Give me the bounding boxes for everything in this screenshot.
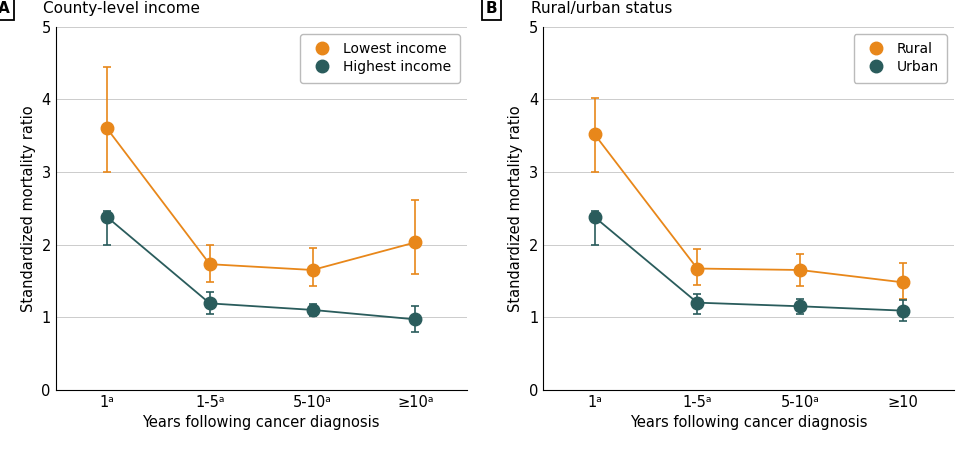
Y-axis label: Standardized mortality ratio: Standardized mortality ratio xyxy=(20,105,36,312)
Legend: Lowest income, Highest income: Lowest income, Highest income xyxy=(300,34,460,83)
Text: Rural/urban status: Rural/urban status xyxy=(530,1,672,16)
Text: A: A xyxy=(0,1,10,16)
Text: B: B xyxy=(486,1,497,16)
Text: County-level income: County-level income xyxy=(43,1,200,16)
Y-axis label: Standardized mortality ratio: Standardized mortality ratio xyxy=(508,105,524,312)
Legend: Rural, Urban: Rural, Urban xyxy=(854,34,948,83)
X-axis label: Years following cancer diagnosis: Years following cancer diagnosis xyxy=(142,415,380,430)
X-axis label: Years following cancer diagnosis: Years following cancer diagnosis xyxy=(630,415,868,430)
